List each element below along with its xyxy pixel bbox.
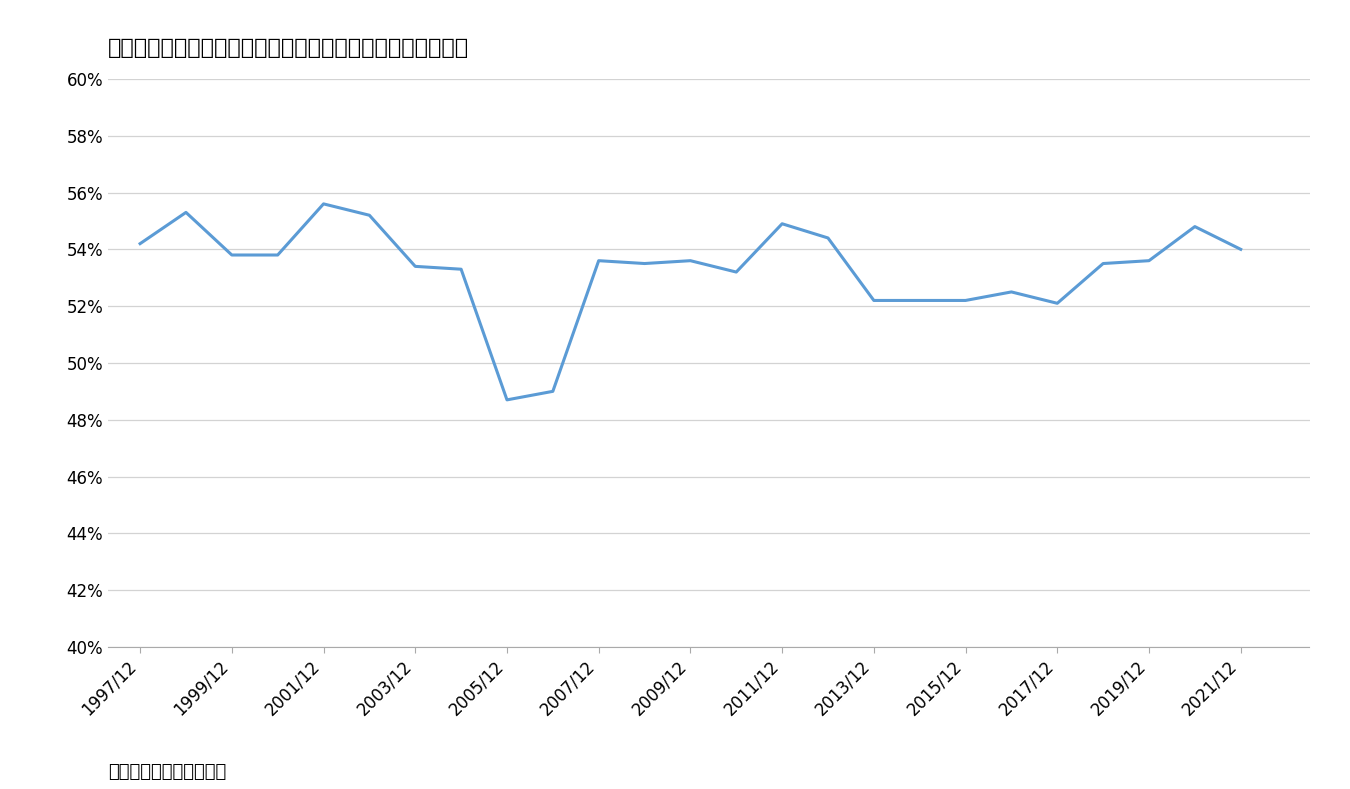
Text: 出所）日銀資金循環統計: 出所）日銀資金循環統計 [108,763,227,781]
Text: 図表２　家計の「現金・預金の金融資産残高に占める割合」: 図表２ 家計の「現金・預金の金融資産残高に占める割合」 [108,38,470,58]
